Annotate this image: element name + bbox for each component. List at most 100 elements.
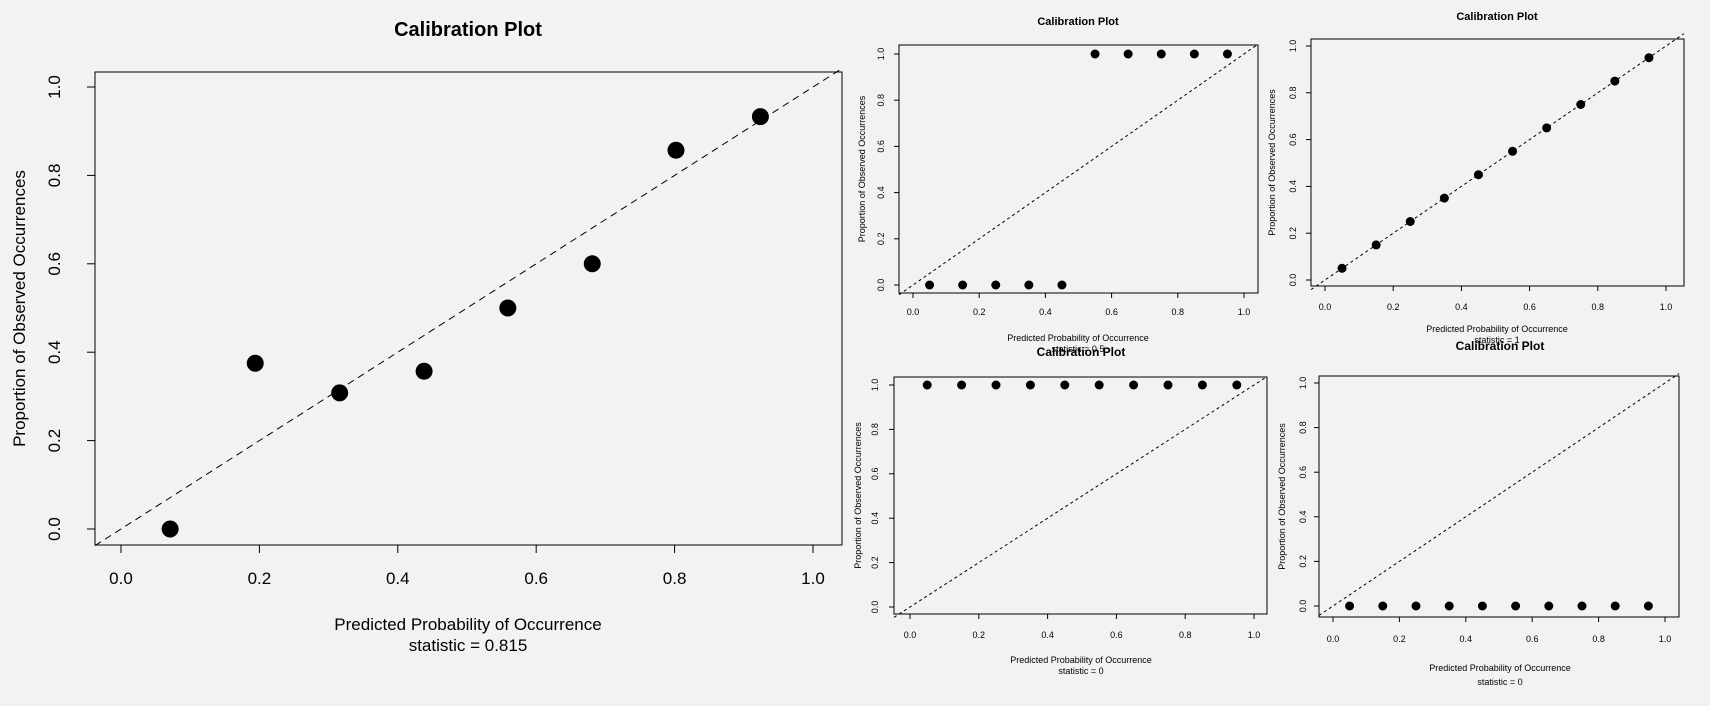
data-point (667, 141, 685, 159)
plot-frame (1310, 38, 1685, 287)
plot-frame (94, 71, 843, 546)
x-tick-label: 1.0 (801, 569, 825, 588)
data-point (1232, 380, 1242, 390)
data-point (1024, 280, 1034, 290)
data-point (1123, 49, 1133, 59)
chart-title: Calibration Plot (1456, 11, 1538, 23)
y-tick-label: 0.2 (870, 556, 880, 569)
x-tick-label: 1.0 (1248, 630, 1261, 640)
x-tick-label: 0.6 (1110, 630, 1123, 640)
data-point (1156, 49, 1166, 59)
x-tick-label: 0.8 (1592, 634, 1605, 644)
x-tick-label: 0.0 (907, 307, 920, 317)
statistic-label: statistic = 0.815 (409, 636, 528, 655)
statistic-label: statistic = 1 (1474, 335, 1519, 345)
x-axis-label: Predicted Probability of Occurrence (1426, 324, 1568, 334)
data-point (1508, 146, 1518, 156)
y-tick-label: 0.6 (876, 140, 886, 153)
data-point (957, 380, 967, 390)
y-tick-label: 1.0 (876, 48, 886, 61)
data-point (1337, 263, 1347, 273)
x-tick-label: 0.0 (1327, 634, 1340, 644)
calibration-panel-1: 0.0 0.2 0.4 0.6 0.8 1.0 0.0 0.2 0.4 0.6 0.8 1.0 Cali… (10, 19, 843, 655)
x-tick-label: 1.0 (1660, 302, 1673, 312)
data-point (1189, 49, 1199, 59)
y-tick-label: 0.8 (1288, 87, 1298, 100)
x-tick-label: 0.6 (524, 569, 548, 588)
x-tick-label: 0.6 (1105, 307, 1118, 317)
data-point (1025, 380, 1035, 390)
data-point (161, 520, 179, 538)
x-tick-label: 0.8 (1179, 630, 1192, 640)
y-tick-label: 0.8 (45, 164, 64, 188)
chart-title: Calibration Plot (1037, 16, 1119, 28)
data-point (1544, 601, 1554, 611)
data-point (1577, 601, 1587, 611)
x-axis-label: Predicted Probability of Occurrence (1010, 655, 1152, 665)
x-tick-label: 0.6 (1526, 634, 1539, 644)
calibration-panel-2: 0.0 0.2 0.4 0.6 0.8 1.0 0.0 0.2 0.4 0.6 0.8 1.0 Cali… (857, 16, 1259, 354)
data-point (1345, 601, 1355, 611)
y-tick-label: 1.0 (1288, 40, 1298, 53)
x-tick-label: 0.8 (1172, 307, 1185, 317)
data-point (925, 280, 935, 290)
data-point (1473, 170, 1483, 180)
x-tick-label: 0.4 (1460, 634, 1473, 644)
reference-diagonal-line (1310, 33, 1685, 291)
data-point (1644, 53, 1654, 63)
data-point (1444, 601, 1454, 611)
y-tick-label: 0.0 (1288, 274, 1298, 287)
x-axis-label: Predicted Probability of Occurrence (334, 615, 601, 634)
data-point (583, 255, 601, 273)
y-tick-label: 1.0 (45, 75, 64, 99)
y-tick-label: 0.0 (870, 601, 880, 614)
y-tick-label: 0.0 (45, 517, 64, 541)
statistic-label: statistic = 0 (1477, 677, 1522, 687)
chart-title: Calibration Plot (394, 19, 542, 41)
x-tick-label: 0.4 (1041, 630, 1054, 640)
x-tick-label: 0.4 (1039, 307, 1052, 317)
y-tick-label: 0.0 (876, 279, 886, 292)
data-point (751, 108, 769, 126)
y-axis-label: Proportion of Observed Occurrences (1267, 89, 1277, 236)
x-tick-label: 0.2 (973, 307, 986, 317)
data-point (1610, 76, 1620, 86)
chart-title: Calibration Plot (1456, 339, 1545, 353)
y-tick-label: 1.0 (1298, 377, 1308, 390)
data-point (1197, 380, 1207, 390)
data-point (499, 299, 517, 317)
x-axis-label: Predicted Probability of Occurrence (1007, 333, 1149, 343)
data-point (1060, 380, 1070, 390)
chart-title: Calibration Plot (1037, 345, 1126, 359)
y-tick-label: 0.0 (1298, 600, 1308, 613)
x-tick-label: 0.0 (1319, 302, 1332, 312)
y-tick-label: 0.6 (870, 468, 880, 481)
data-point (1477, 601, 1487, 611)
y-tick-label: 1.0 (870, 379, 880, 392)
calibration-panel-5: 0.0 0.2 0.4 0.6 0.8 1.0 0.0 0.2 0.4 0.6 0.8 1.0 Cali… (1277, 339, 1680, 687)
y-tick-label: 0.2 (876, 233, 886, 246)
x-tick-label: 1.0 (1238, 307, 1251, 317)
data-point (991, 380, 1001, 390)
y-axis-label: Proportion of Observed Occurrences (857, 95, 867, 242)
x-tick-label: 0.6 (1523, 302, 1536, 312)
x-tick-label: 0.4 (1455, 302, 1468, 312)
data-point (415, 362, 433, 380)
y-tick-label: 0.4 (1288, 180, 1298, 193)
x-tick-label: 0.4 (386, 569, 410, 588)
x-tick-label: 0.0 (904, 630, 917, 640)
data-point (1163, 380, 1173, 390)
y-tick-label: 0.4 (876, 186, 886, 199)
y-tick-label: 0.6 (1288, 133, 1298, 146)
x-tick-label: 0.2 (248, 569, 272, 588)
x-tick-label: 0.2 (973, 630, 986, 640)
y-tick-label: 0.4 (45, 340, 64, 364)
calibration-panel-4: 0.0 0.2 0.4 0.6 0.8 1.0 0.0 0.2 0.4 0.6 0.8 1.0 Cali… (853, 345, 1268, 676)
data-point (1439, 193, 1449, 203)
data-point (1129, 380, 1139, 390)
y-axis-label: Proportion of Observed Occurrences (10, 170, 29, 447)
data-point (958, 280, 968, 290)
reference-diagonal-line (898, 43, 1259, 296)
y-tick-label: 0.2 (1298, 555, 1308, 568)
